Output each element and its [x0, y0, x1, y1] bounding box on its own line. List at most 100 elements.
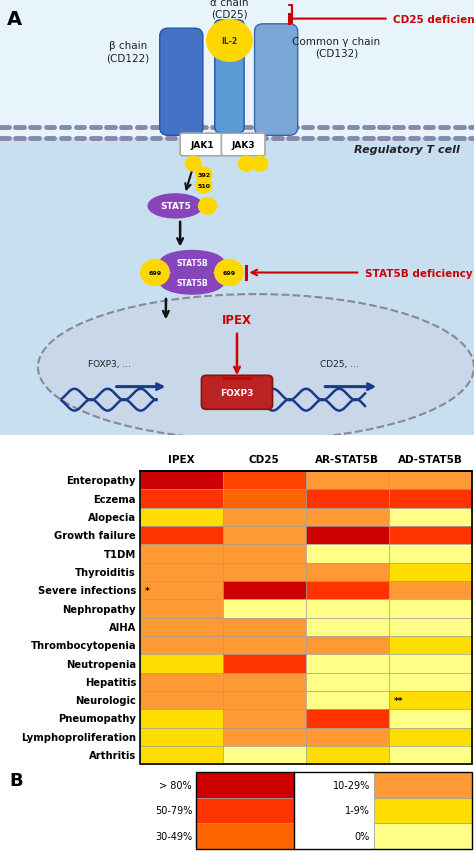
Circle shape	[207, 20, 252, 62]
Text: AD-STAT5B: AD-STAT5B	[398, 455, 463, 465]
Bar	[306, 654, 389, 673]
Bar	[374, 823, 472, 849]
Bar	[389, 691, 472, 710]
Text: Pneumopathy: Pneumopathy	[58, 714, 136, 723]
Text: IL-2: IL-2	[221, 37, 237, 46]
Bar	[389, 654, 472, 673]
Bar	[306, 526, 389, 545]
Circle shape	[196, 179, 212, 194]
Text: Hepatitis: Hepatitis	[85, 677, 136, 687]
Ellipse shape	[38, 295, 474, 440]
Text: Neutropenia: Neutropenia	[66, 659, 136, 669]
Text: β chain
(CD122): β chain (CD122)	[106, 42, 150, 63]
Bar	[196, 798, 294, 823]
Bar	[140, 472, 472, 764]
Bar	[389, 600, 472, 618]
Bar	[140, 472, 223, 490]
Bar	[306, 746, 389, 764]
Bar	[389, 563, 472, 582]
Text: *: *	[145, 586, 149, 595]
Bar	[374, 773, 472, 798]
Text: 1-9%: 1-9%	[345, 805, 370, 815]
Bar	[223, 636, 306, 654]
Bar	[389, 582, 472, 600]
Bar	[306, 673, 389, 691]
Text: 50-79%: 50-79%	[155, 805, 192, 815]
Text: Thrombocytopenia: Thrombocytopenia	[30, 641, 136, 651]
Bar	[389, 710, 472, 728]
Bar	[140, 746, 223, 764]
Bar	[306, 710, 389, 728]
Text: IPEX: IPEX	[168, 455, 195, 465]
Bar	[223, 563, 306, 582]
Bar	[306, 472, 389, 490]
Bar	[389, 618, 472, 636]
Text: 392: 392	[197, 173, 210, 177]
Text: Severe infections: Severe infections	[38, 585, 136, 595]
Bar	[306, 563, 389, 582]
Text: > 80%: > 80%	[159, 780, 192, 790]
Bar	[140, 728, 223, 746]
Bar	[223, 728, 306, 746]
Text: Arthritis: Arthritis	[89, 751, 136, 760]
Text: Nephropathy: Nephropathy	[63, 604, 136, 614]
Bar	[223, 746, 306, 764]
Bar	[389, 728, 472, 746]
Bar	[389, 526, 472, 545]
Ellipse shape	[148, 194, 203, 218]
Bar	[223, 600, 306, 618]
Text: JAK1: JAK1	[190, 141, 214, 150]
Bar	[140, 508, 223, 526]
Bar	[140, 618, 223, 636]
Bar	[140, 636, 223, 654]
Text: FOXP3: FOXP3	[220, 388, 254, 397]
Text: 30-49%: 30-49%	[155, 831, 192, 841]
Text: AIHA: AIHA	[109, 622, 136, 632]
Text: IPEX: IPEX	[222, 313, 252, 326]
Text: Thyroiditis: Thyroiditis	[75, 567, 136, 577]
Text: Regulatory T cell: Regulatory T cell	[354, 145, 460, 155]
Text: STAT5B: STAT5B	[176, 278, 208, 287]
Text: Enteropathy: Enteropathy	[66, 476, 136, 485]
Bar	[140, 710, 223, 728]
Bar	[389, 746, 472, 764]
Text: A: A	[7, 9, 22, 28]
Text: T1DM: T1DM	[104, 549, 136, 559]
Text: FOXP3, ...: FOXP3, ...	[88, 360, 130, 369]
Bar	[389, 508, 472, 526]
Bar	[306, 636, 389, 654]
Text: CD25, ...: CD25, ...	[319, 360, 358, 369]
Bar	[223, 545, 306, 563]
Bar	[223, 673, 306, 691]
Bar	[196, 823, 294, 849]
FancyBboxPatch shape	[201, 376, 273, 409]
FancyBboxPatch shape	[180, 134, 224, 157]
Bar	[196, 773, 472, 849]
Text: α chain
(CD25): α chain (CD25)	[210, 0, 249, 20]
FancyBboxPatch shape	[160, 29, 203, 136]
Text: Growth failure: Growth failure	[55, 531, 136, 541]
Circle shape	[252, 157, 268, 171]
Bar	[306, 508, 389, 526]
Bar	[223, 472, 306, 490]
Text: **: **	[393, 696, 403, 705]
Bar	[223, 582, 306, 600]
Bar	[223, 618, 306, 636]
Text: Neurologic: Neurologic	[75, 695, 136, 705]
Bar	[223, 508, 306, 526]
Bar	[389, 472, 472, 490]
Text: Alopecia: Alopecia	[88, 513, 136, 522]
Bar	[374, 798, 472, 823]
FancyBboxPatch shape	[221, 134, 265, 157]
Circle shape	[215, 260, 243, 287]
Text: STAT5: STAT5	[160, 202, 191, 212]
Bar	[306, 618, 389, 636]
Bar	[389, 673, 472, 691]
Bar	[140, 563, 223, 582]
Text: 10-29%: 10-29%	[333, 780, 370, 790]
Bar	[140, 582, 223, 600]
Circle shape	[238, 157, 255, 171]
Text: STAT5B: STAT5B	[176, 258, 208, 268]
Text: 0%: 0%	[355, 831, 370, 841]
Ellipse shape	[160, 270, 224, 295]
